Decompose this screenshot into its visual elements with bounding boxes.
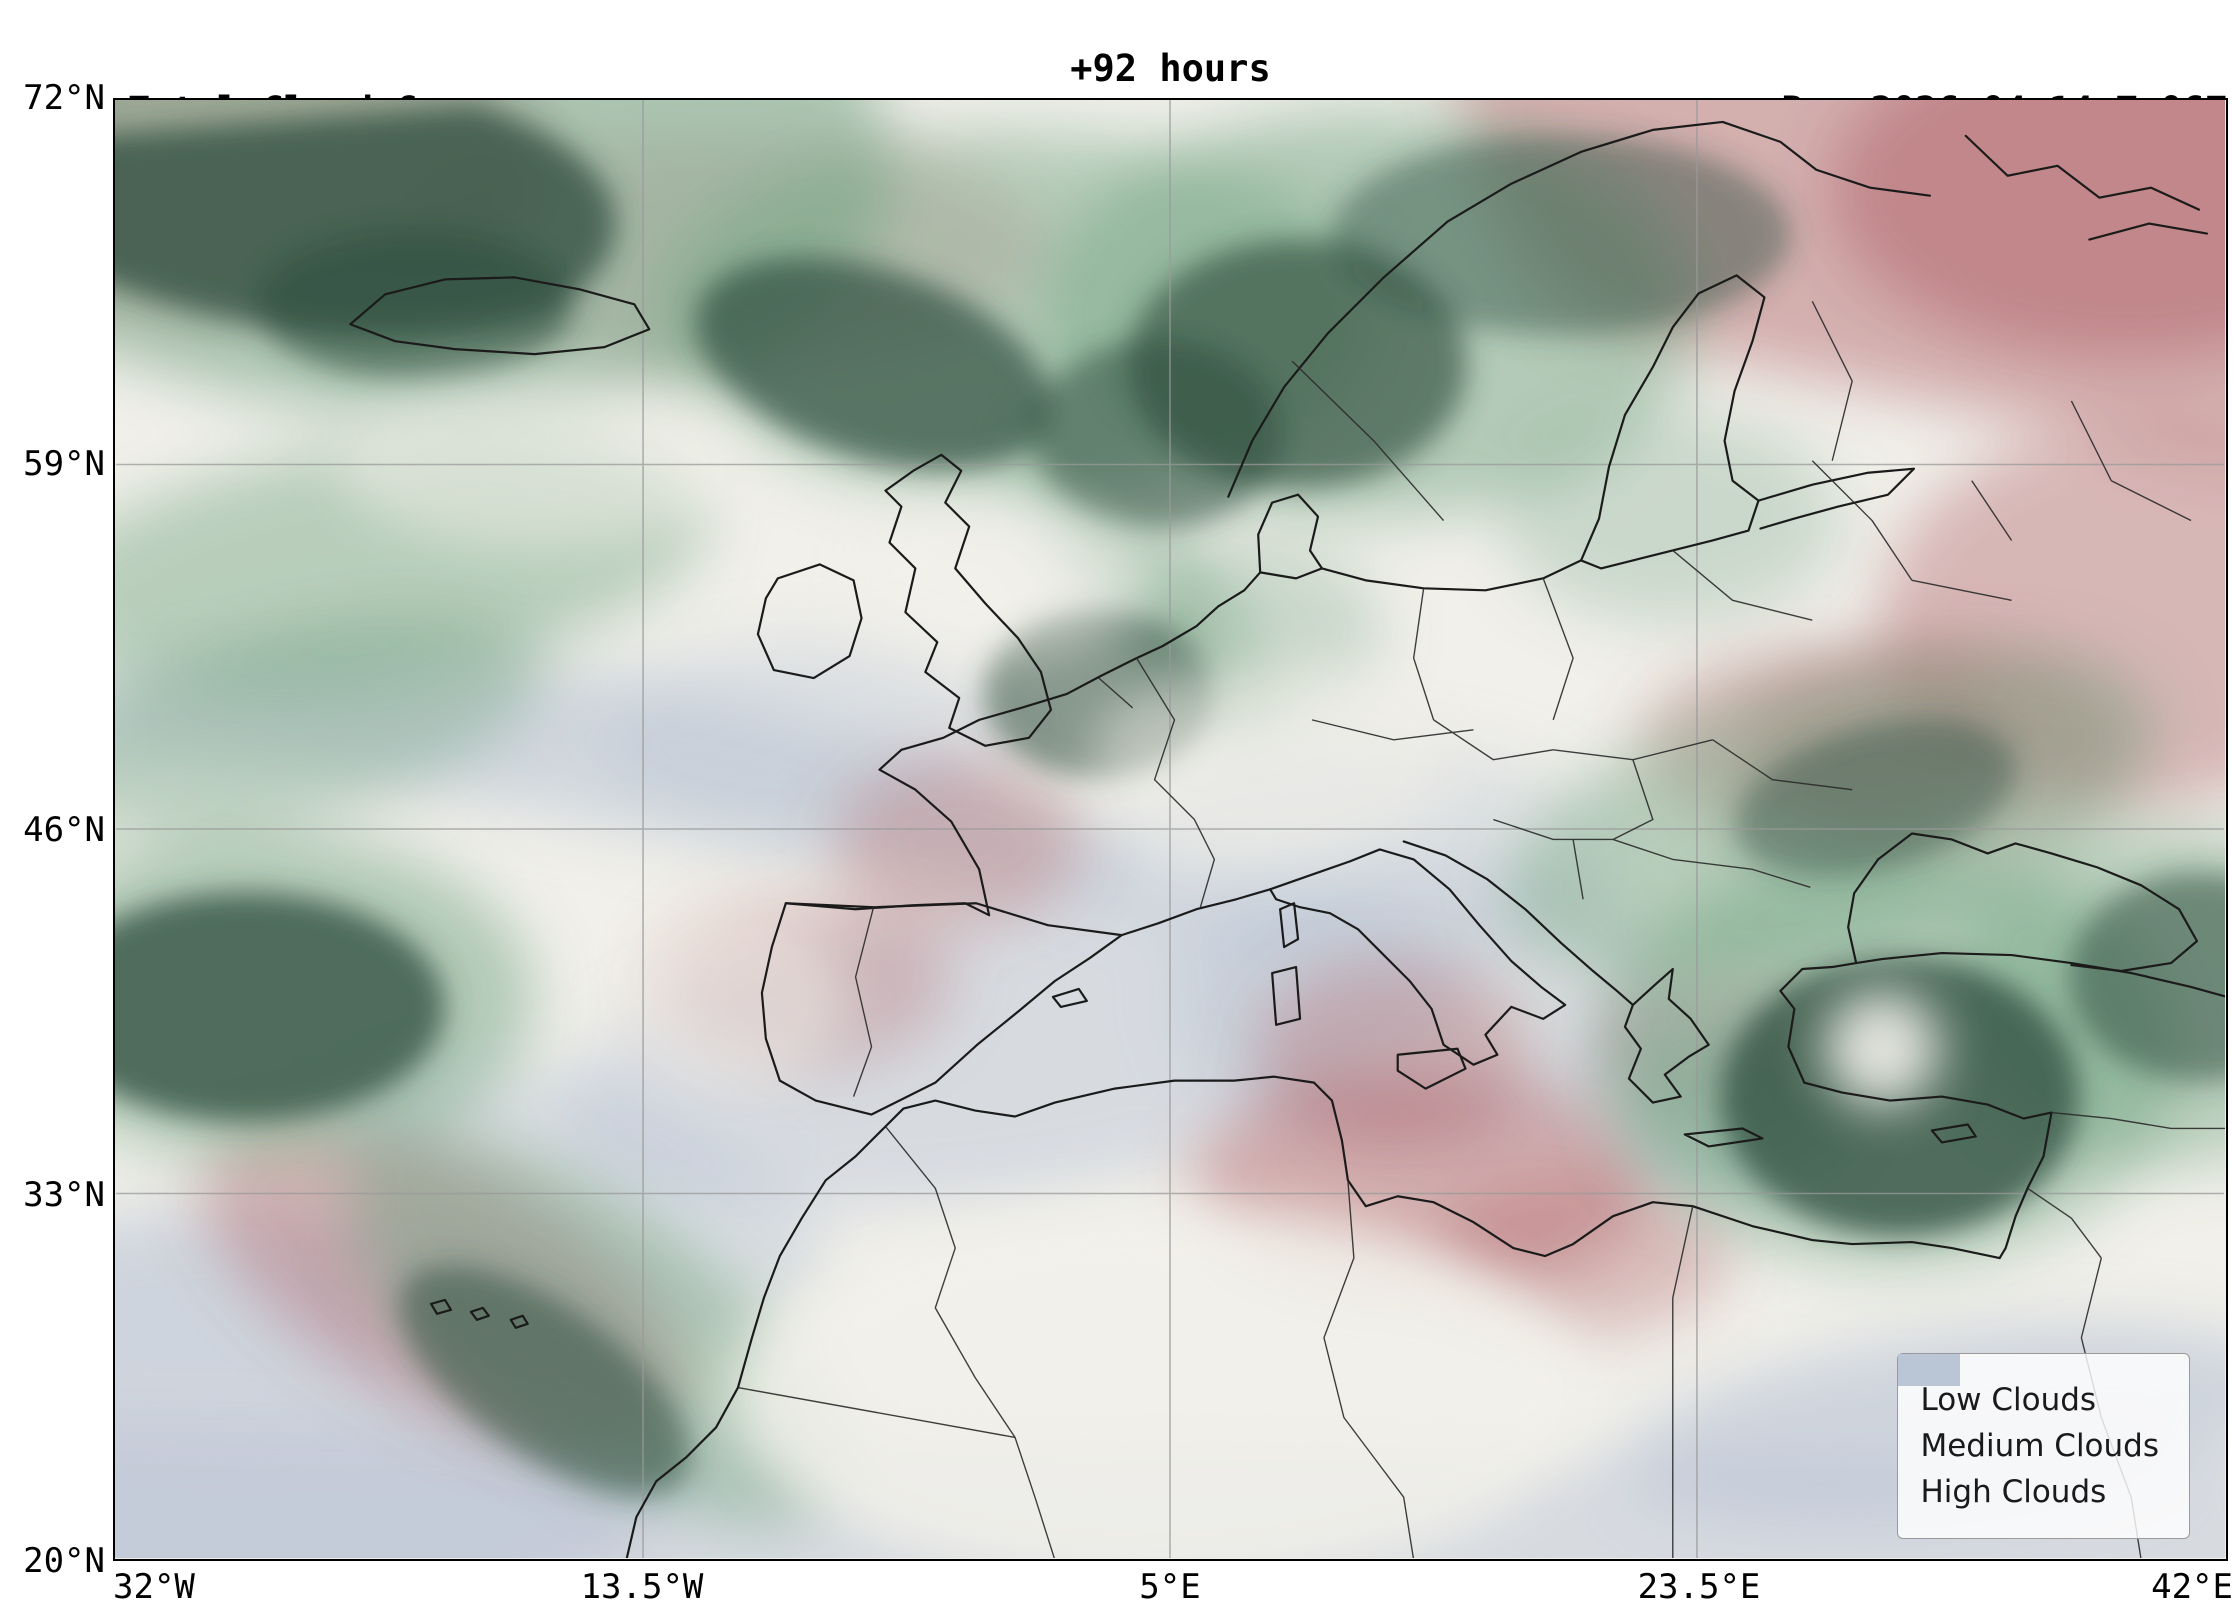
x-tick-label-135w: 13.5°W: [580, 1567, 704, 1607]
legend-label-medium-clouds: Medium Clouds: [1920, 1428, 2159, 1464]
map-svg: [115, 100, 2225, 1558]
clear-sky-layer: [335, 379, 1940, 1558]
legend-item-high-clouds: High Clouds: [1898, 1354, 2159, 1510]
x-tick-label-32w: 32°W: [113, 1567, 195, 1607]
y-tick-label-46n: 46°N: [23, 810, 105, 850]
y-tick-label-20n: 20°N: [23, 1541, 105, 1581]
high-clouds-swatch: [1898, 1354, 1961, 1386]
high-clouds-swatch-icon: [1898, 1354, 1961, 1386]
lead-time-label: +92 hours: [1070, 47, 1271, 90]
legend: Low Clouds Medium Clouds High Clouds: [1897, 1353, 2190, 1539]
coastlines: [349, 120, 2225, 1558]
x-tick-label-5e: 5°E: [1139, 1567, 1201, 1607]
country-borders: [737, 300, 2225, 1558]
legend-item-low-clouds: Low Clouds: [1898, 1354, 2159, 1418]
y-tick-label-72n: 72°N: [23, 78, 105, 118]
y-tick-label-33n: 33°N: [23, 1175, 105, 1215]
legend-label-low-clouds: Low Clouds: [1920, 1382, 2097, 1418]
x-tick-label-42e: 42°E: [2151, 1567, 2233, 1607]
legend-item-medium-clouds: Medium Clouds: [1898, 1354, 2159, 1464]
legend-label-high-clouds: High Clouds: [1920, 1474, 2107, 1510]
gridlines: [116, 100, 2224, 1558]
x-tick-label-235e: 23.5°E: [1637, 1567, 1761, 1607]
map-plot-area: Low Clouds Medium Clouds High Clouds: [113, 98, 2228, 1561]
y-tick-label-59n: 59°N: [23, 444, 105, 484]
